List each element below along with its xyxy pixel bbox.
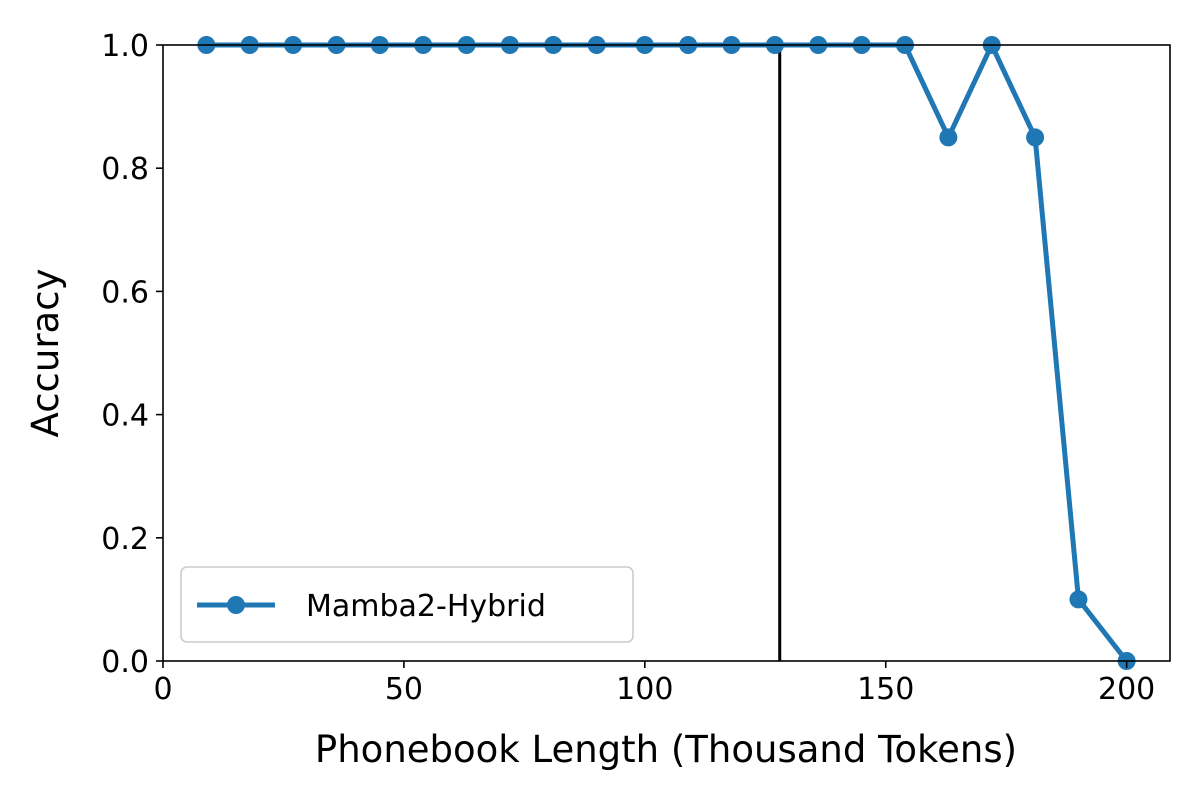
- legend-label: Mamba2-Hybrid: [306, 589, 546, 624]
- y-tick-label: 0.6: [101, 275, 149, 310]
- x-axis: 0 50 100 150 200: [153, 661, 1155, 707]
- x-axis-label: Phonebook Length (Thousand Tokens): [315, 728, 1017, 771]
- x-tick-label: 50: [385, 672, 423, 707]
- legend-marker-swatch: [227, 596, 245, 614]
- y-tick-label: 0.8: [101, 152, 149, 187]
- y-tick-label: 0.0: [101, 645, 149, 680]
- y-axis-label: Accuracy: [24, 269, 67, 438]
- y-tick-label: 0.2: [101, 522, 149, 557]
- y-axis: 0.0 0.2 0.4 0.6 0.8 1.0: [101, 29, 163, 680]
- x-tick-label: 200: [1098, 672, 1155, 707]
- data-point: [1069, 590, 1088, 609]
- legend: Mamba2-Hybrid: [180, 566, 634, 643]
- y-tick-label: 0.4: [101, 399, 149, 434]
- legend-box: [180, 566, 634, 643]
- x-tick-label: 0: [153, 672, 172, 707]
- plot-frame: [162, 44, 1171, 662]
- data-point: [939, 128, 958, 147]
- x-tick-label: 100: [616, 672, 673, 707]
- x-tick-label: 150: [857, 672, 914, 707]
- y-tick-label: 1.0: [101, 29, 149, 64]
- data-point: [1026, 128, 1045, 147]
